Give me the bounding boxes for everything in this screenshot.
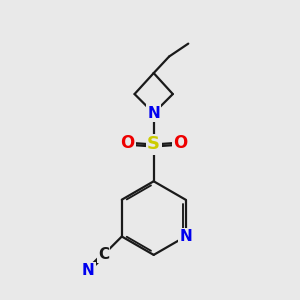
Text: O: O — [173, 134, 187, 152]
Text: N: N — [179, 229, 192, 244]
Text: N: N — [82, 263, 94, 278]
Text: O: O — [120, 134, 134, 152]
Text: N: N — [147, 106, 160, 121]
Text: S: S — [147, 136, 160, 154]
Text: C: C — [98, 247, 109, 262]
